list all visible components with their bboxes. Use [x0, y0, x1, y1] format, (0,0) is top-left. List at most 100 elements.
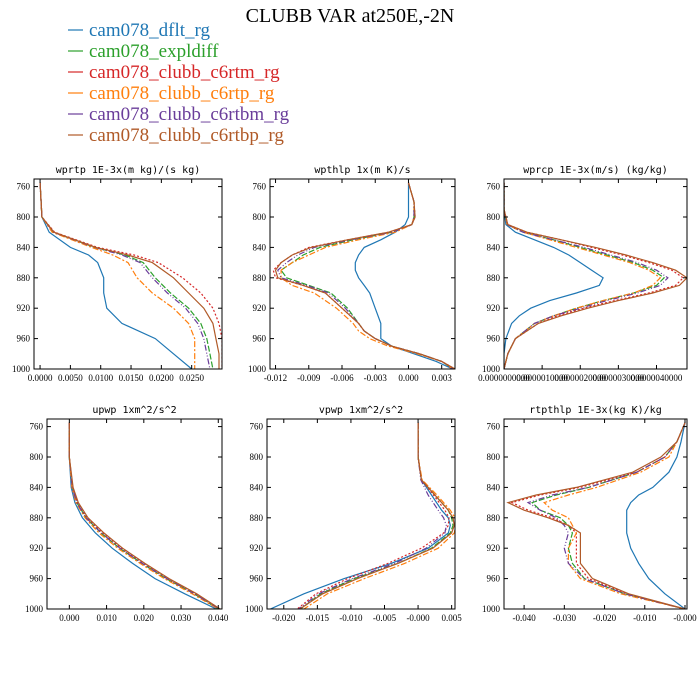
legend-item: cam078_clubb_c6rtbp_rg: [68, 125, 284, 146]
series-line-5: [526, 422, 686, 609]
series-line-1: [39, 182, 193, 369]
x-tick-label: 0.0250: [179, 373, 204, 383]
series-line-2: [39, 182, 214, 369]
x-tick-label: 0.0200: [149, 373, 174, 383]
x-tick-label: -0.000: [406, 613, 430, 623]
y-tick-label: 800: [487, 212, 501, 222]
x-tick-label: 0.0050: [58, 373, 83, 383]
y-tick-label: 920: [253, 303, 267, 313]
y-tick-label: 960: [487, 574, 501, 584]
y-tick-label: 760: [17, 182, 31, 192]
x-tick-label: -0.009: [297, 373, 321, 383]
series-group: [39, 182, 222, 369]
legend-label: cam078_clubb_c6rtm_rg: [89, 62, 280, 83]
series-group: [68, 422, 221, 609]
y-tick-label: 800: [253, 212, 267, 222]
series-line-2: [68, 422, 219, 609]
x-tick-label: -0.010: [633, 613, 657, 623]
x-tick-label: 0.0150: [119, 373, 144, 383]
series-group: [272, 182, 455, 369]
y-tick-label: 840: [487, 242, 501, 252]
subplot-title: upwp 1xm^2/s^2: [92, 405, 176, 416]
plot-frame: [503, 178, 688, 370]
x-tick-label: 0.0000: [28, 373, 53, 383]
series-line-6: [504, 182, 687, 369]
x-tick-label: 0.005: [442, 613, 463, 623]
series-line-2: [280, 182, 454, 369]
plot-frame: [269, 178, 456, 370]
y-tick-label: 920: [17, 303, 31, 313]
series-line-3: [504, 182, 685, 369]
subplot-title: vpwp 1xm^2/s^2: [319, 405, 403, 416]
series-line-4: [504, 182, 662, 369]
legend-label: cam078_clubb_c6rtbp_rg: [89, 125, 284, 146]
legend-label: cam078_clubb_c6rtbm_rg: [89, 104, 290, 125]
series-line-4: [543, 422, 686, 609]
y-tick-label: 840: [487, 482, 501, 492]
series-line-1: [354, 182, 454, 369]
series-group: [270, 422, 455, 609]
series-line-3: [39, 182, 222, 369]
series-line-2: [300, 422, 454, 609]
legend-label: cam078_expldiff: [89, 41, 219, 62]
series-line-4: [303, 422, 455, 609]
series-line-1: [270, 422, 451, 609]
x-tick-label: -0.000: [673, 613, 697, 623]
x-tick-label: -0.010: [339, 613, 363, 623]
subplot-2: wpthlp 1x(m K)/s7608008408809209601000-0…: [248, 165, 456, 383]
x-tick-label: 0.020: [134, 613, 155, 623]
y-tick-label: 800: [250, 452, 264, 462]
x-tick-label: 0.030: [171, 613, 192, 623]
legend-item: cam078_clubb_c6rtm_rg: [68, 62, 280, 83]
series-line-3: [68, 422, 221, 609]
y-tick-label: 880: [487, 513, 501, 523]
subplot-title: wprcp 1E-3x(m/s) (kg/kg): [523, 165, 668, 176]
legend-item: cam078_clubb_c6rtbm_rg: [68, 104, 290, 125]
subplot-4: upwp 1xm^2/s^2 760 800 840 880 920 960 1000 0.00…: [25, 405, 229, 623]
y-tick-label: 960: [30, 574, 44, 584]
series-group: [506, 422, 686, 609]
plot-frame: [33, 178, 223, 370]
x-tick-label: -0.006: [330, 373, 354, 383]
y-tick-label: 760: [253, 182, 267, 192]
y-tick-label: 880: [253, 273, 267, 283]
x-tick-label: -0.005: [373, 613, 397, 623]
x-tick-label: -0.020: [272, 613, 296, 623]
x-tick-label: 0.0000000000: [478, 373, 530, 383]
x-tick-label: 0.000: [59, 613, 80, 623]
y-tick-label: 760: [250, 422, 264, 432]
x-tick-label: -0.012: [264, 373, 287, 383]
subplot-6: rtpthlp 1E-3x(kg K)/kg 760 800 840 880 920 960…: [482, 405, 697, 623]
series-line-6: [299, 422, 455, 609]
y-tick-label: 1000: [12, 364, 31, 374]
x-tick-label: -0.003: [364, 373, 388, 383]
panels: wprtp 1E-3x(m kg)/(s kg) 760 800 840 880 920 9…: [12, 165, 697, 623]
x-tick-label: 0.0000020000: [554, 373, 606, 383]
legend-label: cam078_clubb_c6rtp_rg: [89, 83, 275, 104]
x-tick-label: 0.0000040000: [631, 373, 683, 383]
y-tick-label: 800: [487, 452, 501, 462]
subplot-5: vpwp 1xm^2/s^2 760 800 840 880 920 960 1000 -0.0…: [245, 405, 462, 623]
y-tick-label: 760: [30, 422, 44, 432]
legend-item: cam078_clubb_c6rtp_rg: [68, 83, 275, 104]
series-line-1: [504, 182, 604, 369]
series-line-1: [68, 422, 217, 609]
plot-frame: [503, 418, 688, 610]
legend-item: cam078_expldiff: [68, 41, 219, 62]
y-tick-label: 960: [253, 334, 267, 344]
y-tick-label: 1000: [245, 604, 264, 614]
subplot-title: wprtp 1E-3x(m kg)/(s kg): [56, 165, 201, 176]
y-tick-label: 1000: [248, 364, 267, 374]
y-tick-label: 880: [487, 273, 501, 283]
y-tick-label: 920: [487, 303, 501, 313]
subplot-title: rtpthlp 1E-3x(kg K)/kg: [529, 405, 661, 416]
x-tick-label: -0.040: [512, 613, 536, 623]
y-tick-label: 960: [250, 574, 264, 584]
series-line-5: [39, 182, 211, 369]
series-line-2: [531, 422, 686, 609]
x-tick-label: 0.003: [432, 373, 453, 383]
series-line-4: [280, 182, 454, 369]
y-tick-label: 1000: [25, 604, 44, 614]
series-line-6: [274, 182, 455, 369]
